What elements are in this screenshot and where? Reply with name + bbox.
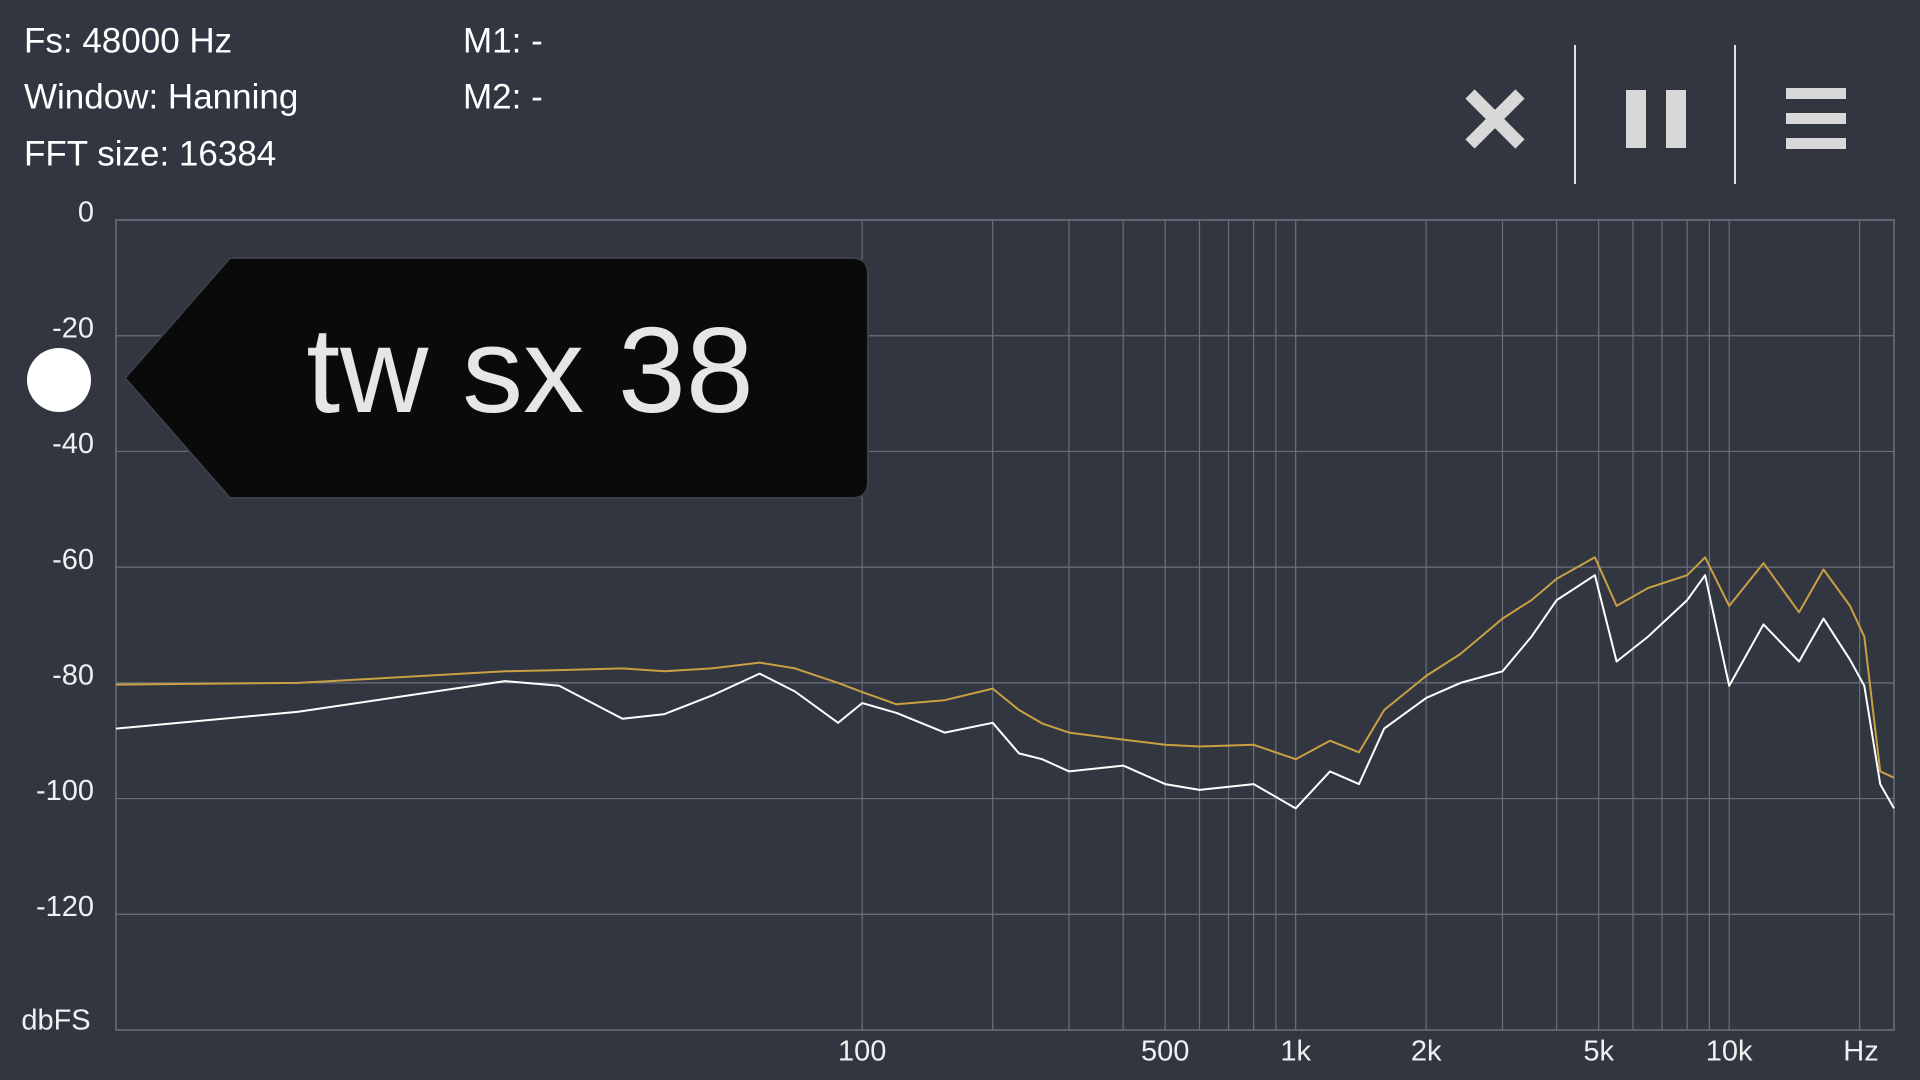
x-tick-label: 1k: [1280, 1036, 1311, 1068]
menu-button[interactable]: [1786, 88, 1846, 149]
window-info: Window: Hanning: [24, 77, 298, 116]
pause-icon: [1626, 90, 1646, 148]
plot: 0 -20 -40 -60 -80 -100 -120 100 500 1k 2k 5k 10k Hz db…: [21, 197, 1895, 1068]
y-tick-label: -60: [52, 544, 94, 576]
pause-button[interactable]: [1626, 90, 1686, 148]
menu-icon: [1786, 138, 1846, 149]
pause-icon: [1666, 90, 1686, 148]
x-tick-label: 10k: [1706, 1036, 1753, 1068]
spectrum-line: [115, 556, 1895, 779]
y-tick-label: -40: [52, 428, 94, 460]
trace-tag[interactable]: tw sx 38: [27, 257, 869, 499]
y-tick-label: -120: [36, 891, 94, 923]
tag-label: tw sx 38: [306, 302, 754, 438]
x-tick-label: 2k: [1411, 1036, 1442, 1068]
trace-handle[interactable]: [27, 348, 91, 412]
close-button[interactable]: [1465, 89, 1525, 149]
x-tick-label: 500: [1141, 1036, 1189, 1068]
tag-shape: [123, 257, 869, 499]
menu-icon: [1786, 113, 1846, 124]
close-icon: [1465, 89, 1525, 149]
menu-icon: [1786, 88, 1846, 99]
marker-2: M2: -: [463, 77, 543, 116]
x-axis-label: Hz: [1843, 1036, 1878, 1068]
fs-info: Fs: 48000 Hz: [24, 21, 232, 60]
y-tick-label: 0: [78, 197, 94, 229]
marker-1: M1: -: [463, 21, 543, 60]
x-tick-label: 5k: [1583, 1036, 1614, 1068]
fft-size-info: FFT size: 16384: [24, 134, 276, 173]
y-tick-label: -100: [36, 775, 94, 807]
y-axis-label: dbFS: [21, 1005, 90, 1037]
y-tick-label: -20: [52, 312, 94, 344]
y-tick-label: -80: [52, 660, 94, 692]
spectrum-line: [115, 574, 1895, 810]
x-tick-label: 100: [838, 1036, 886, 1068]
